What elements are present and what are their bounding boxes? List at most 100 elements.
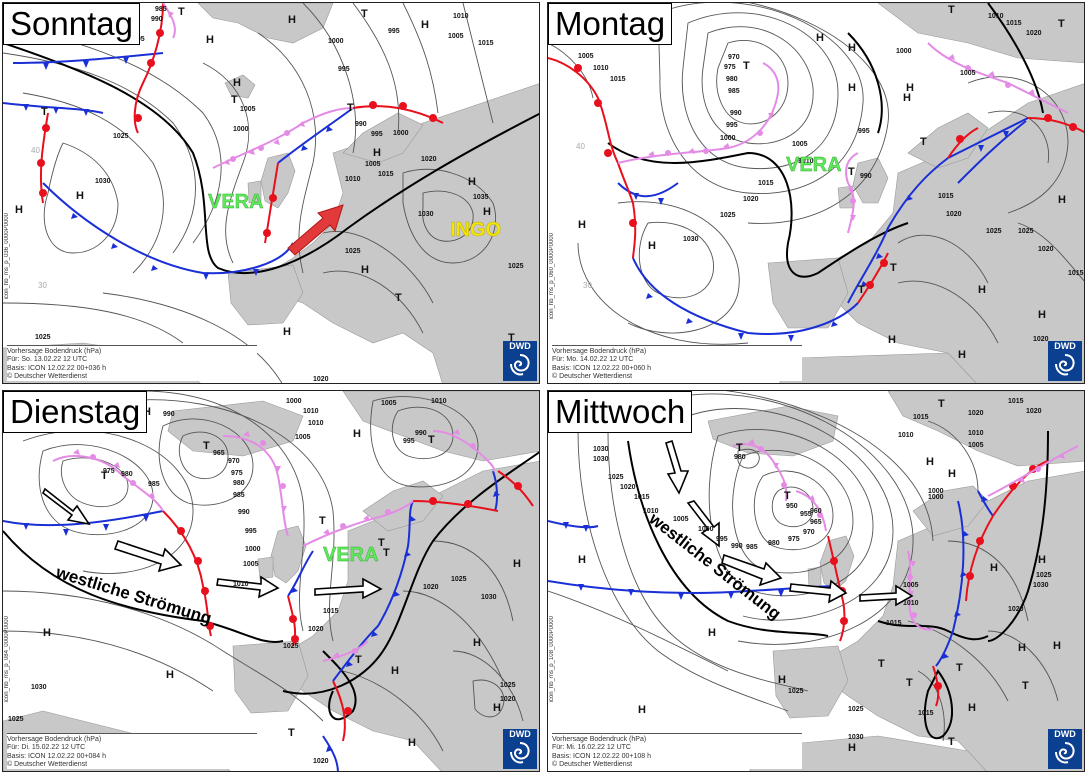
map-panel-mittwoch: 1030 1025 1020 1015 1010 1005 1000 995 9… xyxy=(547,390,1085,772)
pressure-center: H xyxy=(473,637,481,649)
isobar-label: 1025 xyxy=(1018,228,1034,235)
info-copyright: © Deutscher Wetterdienst xyxy=(552,372,633,380)
land-masses xyxy=(767,3,1084,383)
isobar-label: 1015 xyxy=(1006,20,1022,27)
info-copyright: © Deutscher Wetterdienst xyxy=(7,760,88,768)
latitude-label: 30 xyxy=(583,281,592,290)
cold-fronts xyxy=(3,52,354,275)
dwd-logo: DWD xyxy=(1048,729,1082,769)
isobar-label: 1015 xyxy=(758,180,774,187)
isobar-label: 995 xyxy=(338,66,350,73)
isobar-label: 1020 xyxy=(743,196,759,203)
pressure-center: H xyxy=(361,264,369,276)
isobar-label: 975 xyxy=(103,468,115,475)
isobar-label: 1020 xyxy=(421,156,437,163)
pressure-centers: T H H T H T T H H T H H H H T T H H H xyxy=(15,6,515,361)
pressure-center: H xyxy=(578,219,586,231)
pressure-center: H xyxy=(76,190,84,202)
pressure-center: H xyxy=(578,554,586,566)
info-valid: Für: So. 13.02.22 12 UTC xyxy=(7,356,88,364)
pressure-center: H xyxy=(816,32,824,44)
isobar-label: 1010 xyxy=(593,65,609,72)
isobar-label: 1005 xyxy=(448,33,464,40)
pressure-center: H xyxy=(373,147,381,159)
flow-annotation: westliche Strömung xyxy=(53,562,214,628)
pressure-center: T xyxy=(948,4,955,16)
weather-map-sonntag: 985 990 995 995 1000 995 1010 1005 1015 … xyxy=(3,3,539,383)
isobar-label: 995 xyxy=(858,128,870,135)
pressure-center: H xyxy=(513,558,521,570)
trough-line xyxy=(923,669,954,740)
pressure-center: H xyxy=(958,349,966,361)
isobar-label: 1020 xyxy=(308,626,324,633)
info-copyright: © Deutscher Wetterdienst xyxy=(552,760,633,768)
isobar-label: 1005 xyxy=(240,106,256,113)
isobar-label: 1020 xyxy=(620,484,636,491)
pressure-center: H xyxy=(848,742,856,754)
isobar-label: 995 xyxy=(726,122,738,129)
isobar-label: 1030 xyxy=(95,178,111,185)
isobar-label: 1000 xyxy=(896,48,912,55)
info-valid: Für: Mi. 16.02.22 12 UTC xyxy=(552,744,631,752)
trough-line xyxy=(282,451,539,695)
info-basis: Basis: ICON 12.02.22 00+084 h xyxy=(7,752,107,760)
isobar-label: 1005 xyxy=(960,70,976,77)
isobar-label: 1015 xyxy=(634,494,650,501)
cold-front-triangles xyxy=(633,131,1009,342)
isobar-label: 1020 xyxy=(313,758,329,765)
pressure-center: T xyxy=(383,547,390,559)
isobar-label: 1010 xyxy=(898,432,914,439)
pressure-center: H xyxy=(421,19,429,31)
trough-line xyxy=(3,530,284,643)
side-code: icon_hb_ms_p_108_0000P0000 xyxy=(549,616,555,703)
flow-arrows xyxy=(41,487,383,600)
trough-line xyxy=(322,650,357,721)
isobar-label: 1000 xyxy=(393,130,409,137)
isobar-label: 1020 xyxy=(968,410,984,417)
dwd-logo-text: DWD xyxy=(509,341,531,351)
isobar-label: 1030 xyxy=(418,211,434,218)
pressure-center: H xyxy=(1053,640,1061,652)
trough-line xyxy=(877,620,989,641)
isobar-label: 990 xyxy=(151,16,163,23)
pressure-center: H xyxy=(468,176,476,188)
pressure-center: H xyxy=(1058,194,1066,206)
isobar-label: 990 xyxy=(860,173,872,180)
isobar-label: 1020 xyxy=(1033,336,1049,343)
pressure-center: H xyxy=(906,82,914,94)
day-title: Dienstag xyxy=(3,391,148,433)
isobar-label: 1025 xyxy=(608,474,624,481)
pressure-center: H xyxy=(233,77,241,89)
info-title: Vorhersage Bodendruck (hPa) xyxy=(7,736,102,744)
pressure-center: H xyxy=(1038,554,1046,566)
land-masses xyxy=(3,3,539,383)
isobar-label: 975 xyxy=(724,64,736,71)
storm-label-vera: VERA xyxy=(208,191,264,213)
pressure-centers: T T T H H H T T H H H T T T H H H H H H xyxy=(578,398,1061,754)
isobar-label: 995 xyxy=(403,438,415,445)
occluded-fronts xyxy=(162,3,354,169)
isobar-label: 970 xyxy=(803,529,815,536)
pressure-center: H xyxy=(43,627,51,639)
isobar-label: 1000 xyxy=(928,494,944,501)
isobar-label: 995 xyxy=(245,528,257,535)
isobar-label: 1005 xyxy=(968,442,984,449)
isobar-label: 1020 xyxy=(946,211,962,218)
isobar-label: 1035 xyxy=(473,194,489,201)
isobar-label: 970 xyxy=(228,458,240,465)
pressure-center: H xyxy=(648,240,656,252)
isobar-label: 1005 xyxy=(365,161,381,168)
pressure-center: T xyxy=(938,398,945,410)
occluded-front-symbols xyxy=(168,11,305,165)
isobar-label: 1020 xyxy=(1038,246,1054,253)
isobar-label: 1010 xyxy=(431,398,447,405)
isobar-label: 980 xyxy=(768,540,780,547)
pressure-center: H xyxy=(408,737,416,749)
pressure-center: H xyxy=(206,34,214,46)
isobar-label: 1020 xyxy=(1026,408,1042,415)
pressure-center: H xyxy=(353,428,361,440)
info-title: Vorhersage Bodendruck (hPa) xyxy=(552,348,647,356)
swirl-icon xyxy=(1055,742,1075,764)
isobar-label: 1005 xyxy=(243,561,259,568)
cold-fronts xyxy=(617,117,1029,335)
